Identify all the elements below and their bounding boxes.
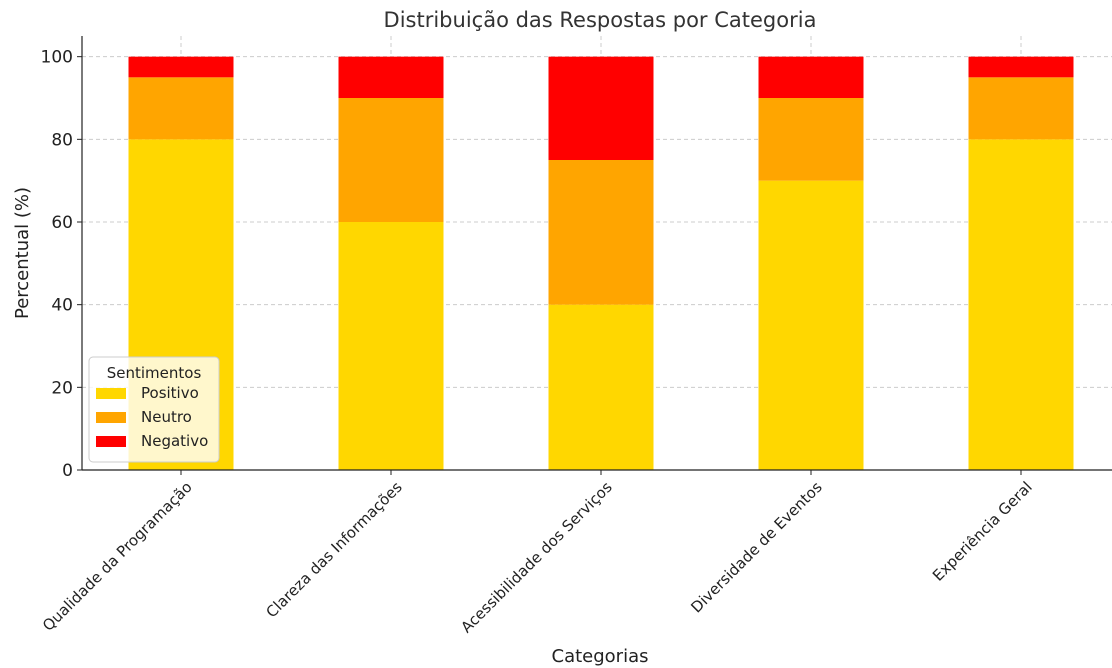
bar-neutro-5 xyxy=(968,77,1074,140)
bar-negativo-2 xyxy=(338,56,444,98)
y-tick-label: 80 xyxy=(51,130,73,150)
legend-title: Sentimentos xyxy=(107,364,202,382)
x-tick-label: Qualidade da Programação xyxy=(39,478,196,635)
y-tick-label: 60 xyxy=(51,213,73,233)
x-axis-label: Categorias xyxy=(552,646,649,667)
y-tick-label: 0 xyxy=(62,461,73,481)
legend: Sentimentos Positivo Neutro Negativo xyxy=(88,356,220,463)
bars-group xyxy=(128,56,1074,471)
axes-group xyxy=(81,36,1112,471)
bar-neutro-3 xyxy=(548,160,654,305)
legend-box xyxy=(88,356,220,463)
legend-swatch-positivo xyxy=(96,388,126,399)
legend-label-negativo: Negativo xyxy=(141,432,208,450)
legend-swatch-negativo xyxy=(96,436,126,447)
bar-negativo-1 xyxy=(128,56,234,78)
legend-label-positivo: Positivo xyxy=(141,384,199,402)
y-ticks-group: 0 20 40 60 80 100 xyxy=(41,48,82,481)
x-ticks-group: Qualidade da Programação Clareza das Info… xyxy=(39,470,1036,636)
legend-label-neutro: Neutro xyxy=(141,408,192,426)
bar-positivo-4 xyxy=(758,180,864,470)
bar-positivo-5 xyxy=(968,139,1074,471)
y-tick-label: 40 xyxy=(51,296,73,316)
bar-positivo-3 xyxy=(548,304,654,470)
x-tick-label: Experiência Geral xyxy=(929,478,1036,585)
y-tick-label: 20 xyxy=(51,378,73,398)
x-tick-label: Acessibilidade dos Serviços xyxy=(457,478,616,637)
y-axis-label: Percentual (%) xyxy=(12,187,33,319)
x-tick-label: Diversidade de Eventos xyxy=(687,478,826,617)
bar-negativo-5 xyxy=(968,56,1074,78)
x-tick-label: Clareza das Informações xyxy=(262,478,405,621)
bar-negativo-4 xyxy=(758,56,864,98)
chart-title: Distribuição das Respostas por Categoria xyxy=(384,8,817,32)
legend-items: Positivo Neutro Negativo xyxy=(96,384,208,450)
bar-negativo-3 xyxy=(548,56,654,160)
y-tick-label: 100 xyxy=(41,48,73,68)
bar-neutro-1 xyxy=(128,77,234,140)
bar-positivo-2 xyxy=(338,222,444,470)
bar-neutro-2 xyxy=(338,98,444,222)
bar-neutro-4 xyxy=(758,98,864,181)
legend-swatch-neutro xyxy=(96,412,126,423)
